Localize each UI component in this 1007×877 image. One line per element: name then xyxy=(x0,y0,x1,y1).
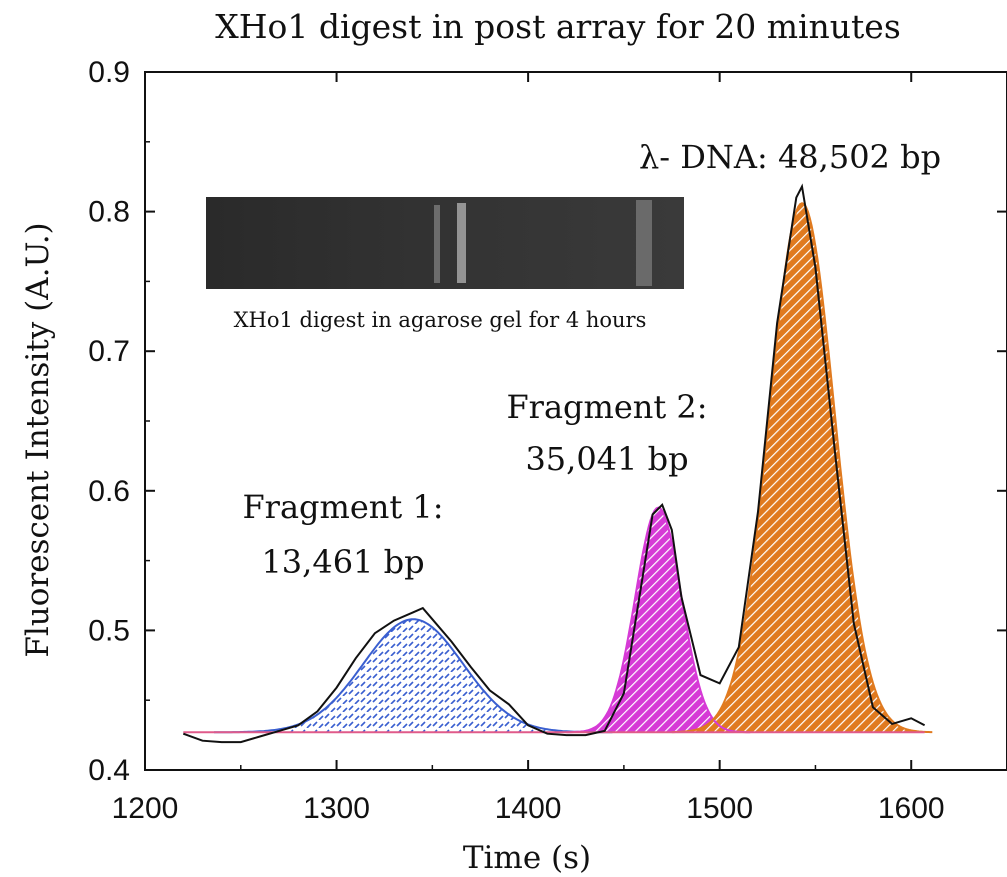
fragment-1-peak-area xyxy=(214,619,613,733)
gel-inset: XHo1 digest in agarose gel for 4 hours xyxy=(206,197,684,332)
gel-caption: XHo1 digest in agarose gel for 4 hours xyxy=(234,308,647,332)
lambda-dna-peak-area xyxy=(671,203,933,733)
y-tick-label: 0.8 xyxy=(88,196,130,229)
fragment-2-label-line1: Fragment 2: xyxy=(506,388,707,426)
gel-image xyxy=(206,197,684,289)
fragment-1-fit-curve xyxy=(214,618,613,734)
x-tick-label: 1200 xyxy=(112,792,179,825)
fragment-1-label-line1: Fragment 1: xyxy=(242,488,443,526)
fragment-1-label-line2: 13,461 bp xyxy=(261,543,424,581)
x-tick-label: 1500 xyxy=(686,792,753,825)
fragment-2-label-line2: 35,041 bp xyxy=(525,440,688,478)
y-tick-label: 0.4 xyxy=(88,754,130,787)
lambda-dna-fit-curve xyxy=(671,202,933,734)
gel-band-1 xyxy=(434,205,440,283)
gel-band-2 xyxy=(457,203,466,283)
x-tick-label: 1300 xyxy=(303,792,370,825)
y-axis-label: Fluorescent Intensity (A.U.) xyxy=(20,222,56,657)
lambda-dna-label: λ- DNA: 48,502 bp xyxy=(639,138,941,176)
measured-signal-line xyxy=(182,183,926,744)
x-tick-label: 1400 xyxy=(495,792,562,825)
x-axis-label: Time (s) xyxy=(463,840,591,876)
gel-band-3 xyxy=(636,200,652,286)
y-tick-label: 0.7 xyxy=(88,335,130,368)
y-tick-label: 0.6 xyxy=(88,475,130,508)
chart-title: XHo1 digest in post array for 20 minutes xyxy=(215,7,901,46)
fragment-2-peak-area xyxy=(566,507,751,733)
y-tick-label: 0.5 xyxy=(88,614,130,647)
x-tick-label: 1600 xyxy=(878,792,945,825)
y-tick-label: 0.9 xyxy=(88,56,130,89)
